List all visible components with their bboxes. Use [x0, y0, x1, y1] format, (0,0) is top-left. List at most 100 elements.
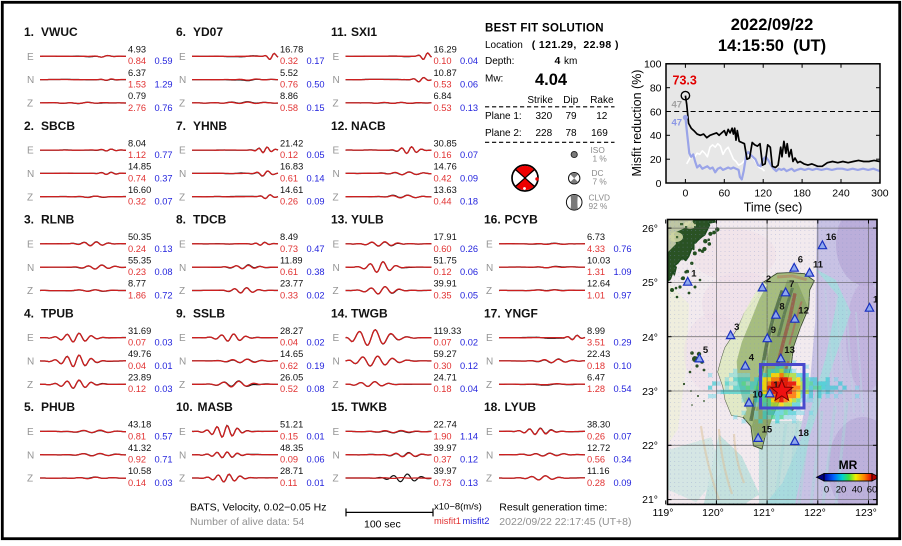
svg-text:( 121.29, 22.98 ): ( 121.29, 22.98 )	[532, 39, 619, 51]
svg-text:1.31: 1.31	[587, 267, 605, 277]
svg-text:N: N	[333, 263, 340, 274]
svg-text:1.53: 1.53	[128, 80, 146, 90]
svg-text:73.3: 73.3	[673, 74, 697, 88]
svg-text:12.: 12.	[331, 119, 348, 133]
svg-text:N: N	[27, 357, 34, 368]
svg-text:MASB: MASB	[198, 400, 234, 414]
svg-text:N: N	[333, 357, 340, 368]
svg-text:8.49: 8.49	[280, 232, 298, 242]
svg-text:24.71: 24.71	[434, 372, 457, 382]
svg-text:78: 78	[566, 128, 578, 139]
svg-text:12: 12	[798, 306, 809, 317]
svg-text:100 sec: 100 sec	[364, 518, 401, 530]
svg-text:39.91: 39.91	[434, 279, 457, 289]
svg-text:0.18: 0.18	[434, 384, 452, 394]
svg-text:MR: MR	[839, 458, 858, 472]
svg-text:14.: 14.	[331, 306, 348, 320]
svg-text:0.29: 0.29	[614, 338, 632, 348]
svg-text:8.04: 8.04	[128, 138, 146, 148]
svg-text:12: 12	[596, 111, 608, 122]
svg-text:3.51: 3.51	[587, 338, 605, 348]
svg-text:11.16: 11.16	[587, 466, 610, 476]
svg-text:E: E	[333, 333, 340, 344]
svg-text:N: N	[333, 169, 340, 180]
svg-text:0.76: 0.76	[614, 244, 632, 254]
svg-text:5: 5	[703, 345, 709, 356]
svg-text:0.06: 0.06	[460, 80, 478, 90]
svg-text:Location: Location	[485, 40, 523, 51]
svg-text:28.27: 28.27	[280, 326, 303, 336]
svg-text:0.03: 0.03	[155, 478, 173, 488]
svg-text:9: 9	[771, 325, 776, 336]
svg-text:Z: Z	[486, 474, 492, 485]
svg-text:0.59: 0.59	[155, 56, 173, 66]
svg-text:0.07: 0.07	[155, 197, 173, 207]
svg-text:0.58: 0.58	[280, 103, 298, 113]
svg-text:N: N	[27, 75, 34, 86]
svg-text:320: 320	[536, 111, 553, 122]
svg-text:0.28: 0.28	[587, 478, 605, 488]
svg-text:8.86: 8.86	[280, 91, 298, 101]
svg-text:0.09: 0.09	[460, 173, 478, 183]
svg-text:79: 79	[566, 111, 578, 122]
svg-text:Z: Z	[333, 286, 339, 297]
svg-text:0.23: 0.23	[128, 267, 146, 277]
svg-text:E: E	[333, 52, 340, 63]
svg-text:0.30: 0.30	[434, 361, 452, 371]
svg-text:Z: Z	[27, 99, 33, 110]
svg-text:4.93: 4.93	[128, 45, 146, 55]
svg-text:misfit2: misfit2	[463, 516, 490, 526]
svg-text:100: 100	[644, 59, 662, 71]
svg-text:0.09: 0.09	[307, 197, 325, 207]
svg-text:0.13: 0.13	[460, 103, 478, 113]
svg-text:VWUC: VWUC	[41, 25, 78, 39]
svg-text:0.53: 0.53	[434, 103, 452, 113]
svg-text:119.33: 119.33	[434, 326, 462, 336]
svg-text:YD07: YD07	[193, 25, 223, 39]
svg-text:119°: 119°	[653, 507, 674, 519]
svg-text:17.: 17.	[484, 306, 501, 320]
svg-text:0.12: 0.12	[434, 267, 452, 277]
svg-text:0.12: 0.12	[280, 150, 298, 160]
svg-text:0.26: 0.26	[280, 197, 298, 207]
svg-text:YHNB: YHNB	[193, 119, 227, 133]
svg-text:PHUB: PHUB	[41, 400, 75, 414]
svg-text:4.04: 4.04	[535, 71, 568, 89]
svg-text:1.29: 1.29	[155, 80, 173, 90]
svg-text:9.: 9.	[176, 306, 186, 320]
svg-text:0.77: 0.77	[155, 150, 173, 160]
svg-text:E: E	[179, 333, 186, 344]
svg-text:Z: Z	[179, 99, 185, 110]
svg-text:22.74: 22.74	[434, 420, 457, 430]
svg-text:DC: DC	[592, 168, 604, 178]
svg-text:E: E	[179, 240, 186, 251]
svg-text:Z: Z	[333, 192, 339, 203]
svg-text:N: N	[179, 263, 186, 274]
svg-text:TWGB: TWGB	[351, 306, 388, 320]
svg-text:0.15: 0.15	[280, 431, 298, 441]
svg-text:0.18: 0.18	[460, 197, 478, 207]
svg-text:RLNB: RLNB	[41, 213, 75, 227]
svg-text:21°: 21°	[642, 494, 658, 506]
svg-text:0.03: 0.03	[155, 384, 173, 394]
svg-text:0.04: 0.04	[128, 361, 146, 371]
svg-text:0.73: 0.73	[434, 478, 452, 488]
svg-text:1.: 1.	[24, 25, 34, 39]
svg-text:169: 169	[591, 128, 608, 139]
svg-text:0.12: 0.12	[128, 384, 146, 394]
svg-text:0: 0	[682, 188, 688, 200]
svg-text:47: 47	[672, 100, 683, 111]
svg-text:6.: 6.	[176, 25, 186, 39]
svg-text:0.10: 0.10	[614, 361, 632, 371]
svg-text:0.37: 0.37	[434, 455, 452, 465]
svg-text:22°: 22°	[642, 440, 658, 452]
svg-text:228: 228	[536, 128, 553, 139]
svg-text:120°: 120°	[702, 507, 724, 519]
svg-text:120: 120	[754, 188, 772, 200]
svg-text:N: N	[486, 357, 493, 368]
svg-text:0.03: 0.03	[155, 338, 173, 348]
svg-text:E: E	[179, 146, 186, 157]
svg-text:40: 40	[650, 130, 662, 142]
svg-text:0.76: 0.76	[280, 80, 298, 90]
svg-text:0.05: 0.05	[307, 150, 325, 160]
